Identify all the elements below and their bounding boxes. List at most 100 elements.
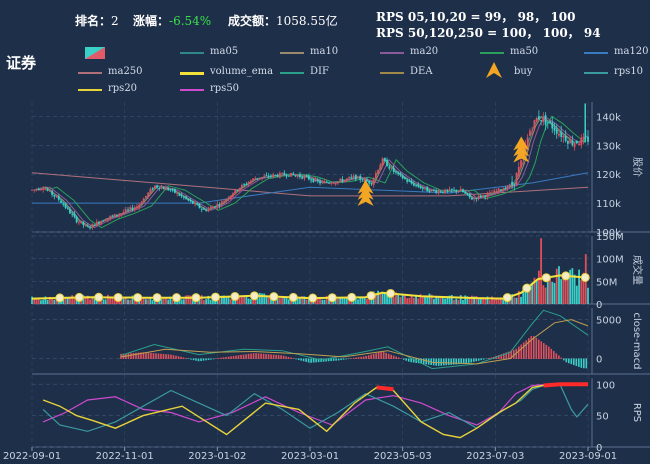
macd-bar <box>332 358 335 361</box>
macd-bar <box>517 346 520 359</box>
volume-bar <box>383 292 386 304</box>
macd-bar <box>227 356 230 359</box>
volume-bar <box>491 296 493 304</box>
ma20-label: ma20 <box>410 46 439 57</box>
candle-body <box>270 175 272 177</box>
macd-bar <box>242 354 245 359</box>
ytick-volume-1: 50M <box>596 277 617 288</box>
candle-body <box>332 183 335 185</box>
macd-bar <box>295 358 297 360</box>
volume-bar <box>502 299 505 304</box>
candle-body <box>169 189 172 191</box>
volume-bar <box>256 298 259 304</box>
volume-bar <box>122 298 125 304</box>
macd-bar <box>485 358 488 360</box>
candle-body <box>415 185 417 187</box>
macd-bar <box>447 358 450 366</box>
candle-body <box>334 182 337 185</box>
candle-body <box>44 189 47 191</box>
turnover-info: 成交额：1058.55亿 <box>228 12 338 29</box>
candle-body <box>381 158 384 166</box>
candle-body <box>339 179 342 181</box>
volume-bar <box>453 299 455 304</box>
volume-bar <box>278 298 281 304</box>
volume-bar <box>272 299 275 304</box>
volume-bar <box>444 298 446 304</box>
volume-ema-marker <box>94 292 104 302</box>
macd-bar <box>450 358 453 365</box>
buy-signal-marker-1 <box>513 148 530 163</box>
candle-body <box>31 189 33 191</box>
candle-body <box>390 167 393 169</box>
candle-body <box>276 175 279 177</box>
macd-bar <box>135 352 137 359</box>
candle-body <box>500 189 502 191</box>
macd-bar <box>300 358 302 361</box>
macd-bar <box>307 358 310 363</box>
volume-bar <box>140 298 143 304</box>
macd-bar <box>537 339 540 359</box>
legend-candlestick[interactable] <box>84 46 106 63</box>
macd-bar <box>477 358 480 361</box>
volume-bar <box>71 295 74 304</box>
macd-bar <box>392 355 395 359</box>
volume-bar <box>165 297 167 304</box>
volume-bar <box>412 297 415 304</box>
candle-body <box>504 188 507 190</box>
macd-bar <box>312 358 315 363</box>
volume-bar <box>551 282 554 304</box>
volume-bar <box>258 292 261 304</box>
volume-bar <box>359 297 362 304</box>
ytick-price-3: 130k <box>596 141 621 152</box>
volume-bar <box>73 297 76 304</box>
candle-body <box>368 180 371 184</box>
macd-bar <box>360 356 362 359</box>
candle-body <box>153 185 156 189</box>
volume-bar <box>544 287 547 304</box>
volume-bar <box>296 298 299 304</box>
volume-bar <box>124 296 127 304</box>
volume-bar <box>522 288 525 304</box>
volume-bar <box>220 295 223 304</box>
volume-bar <box>486 296 489 304</box>
volume-bar <box>390 294 393 304</box>
volume-ema-swatch <box>180 72 204 75</box>
volume-ema-marker <box>133 293 143 303</box>
volume-ema-marker <box>191 293 201 303</box>
macd-bar <box>150 352 152 359</box>
candle-body <box>417 184 420 187</box>
macd-bar <box>210 358 212 360</box>
macd-bar <box>475 358 478 362</box>
macd-bar <box>330 358 332 362</box>
candle-body <box>86 225 89 227</box>
candle-body <box>412 183 415 186</box>
dif-swatch <box>280 72 304 74</box>
macd-bar <box>277 355 280 359</box>
candle-body <box>403 177 406 180</box>
macd-bar <box>245 354 247 359</box>
macd-bar <box>222 357 225 359</box>
macd-bar <box>380 351 382 359</box>
volume-ema-marker <box>347 292 357 302</box>
macd-bar <box>142 352 145 359</box>
candle-body <box>410 180 413 184</box>
candle-body <box>263 176 266 178</box>
candle-body <box>517 166 520 175</box>
volume-bar <box>82 295 85 304</box>
candle-body <box>377 169 380 174</box>
volume-bar <box>448 295 451 304</box>
macd-bar <box>235 355 237 359</box>
volume-bar <box>381 291 384 304</box>
candle-body <box>348 177 350 179</box>
macd-bar <box>385 352 387 359</box>
macd-bar <box>252 353 255 359</box>
volume-bar <box>37 298 40 304</box>
candle-body <box>535 117 538 122</box>
macd-bar <box>565 358 568 363</box>
macd-bar <box>172 355 175 359</box>
volume-bar <box>542 285 545 304</box>
volume-bar <box>419 294 422 304</box>
macd-bar <box>317 358 320 363</box>
volume-bar <box>48 296 51 304</box>
